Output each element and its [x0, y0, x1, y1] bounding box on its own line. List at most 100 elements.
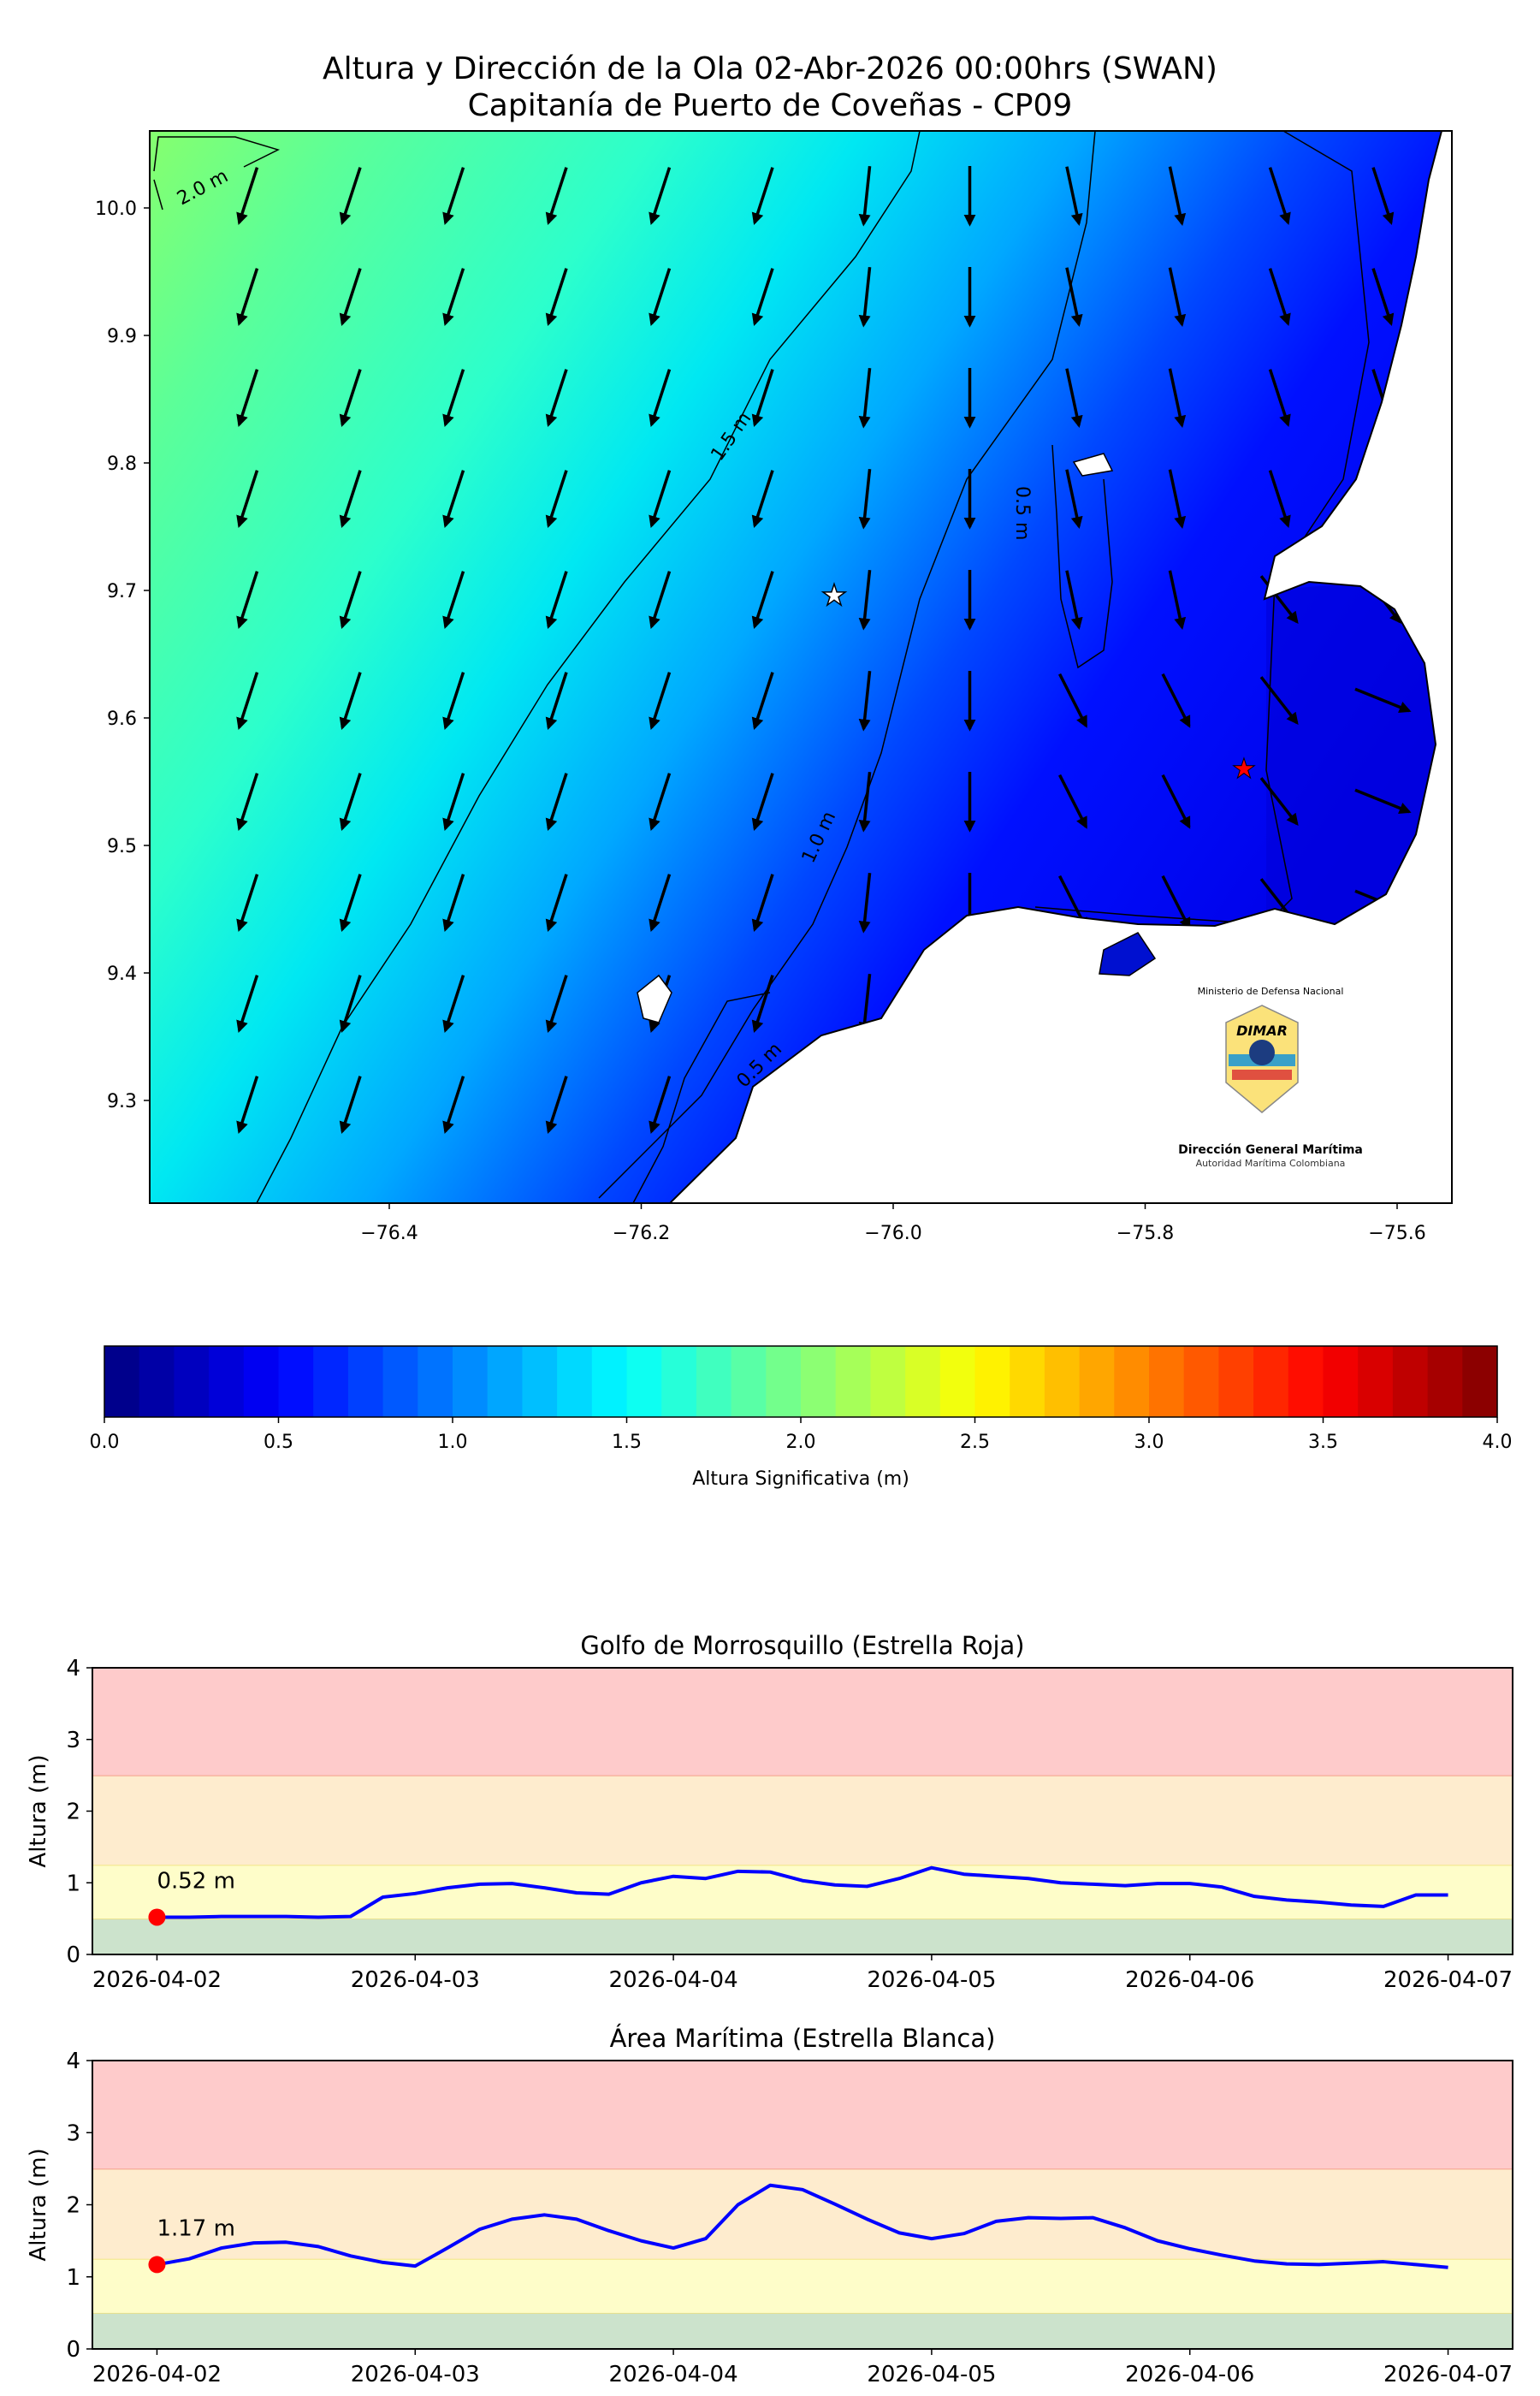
logo-emblem [1249, 1040, 1275, 1065]
y-axis-label: Altura (m) [26, 1754, 51, 1867]
threshold-band [92, 1865, 1513, 1919]
current-value-label: 1.17 m [157, 2215, 234, 2241]
wave-direction-arrow [858, 873, 872, 934]
lat-tick-label: 9.3 [107, 1091, 137, 1112]
wave-direction-arrow [1259, 676, 1299, 725]
wave-direction-arrow [649, 1076, 672, 1134]
wave-direction-arrow [751, 369, 774, 427]
wave-map: ★ ★ 2.0 m 1.5 m 1.0 m 0.5 m 0.5 m Minist… [150, 131, 1452, 1203]
wave-direction-arrow [1065, 166, 1083, 226]
wave-direction-arrow [545, 369, 568, 427]
wave-direction-arrow [442, 672, 465, 730]
map-title-line2: Capitanía de Puerto de Coveñas - CP09 [468, 88, 1073, 123]
lon-tick-label: −75.8 [1116, 1223, 1174, 1244]
lat-tick-label: 9.8 [107, 454, 137, 475]
wave-direction-arrow [751, 571, 774, 629]
colorbar-segment [1392, 1346, 1429, 1417]
dark-bay-field [1266, 582, 1446, 950]
y-tick-label: 3 [66, 1728, 80, 1753]
wave-direction-arrow [1065, 267, 1083, 327]
wave-direction-arrow [1354, 687, 1412, 714]
lat-tick-label: 10.0 [95, 199, 137, 220]
x-tick-label: 2026-04-03 [351, 1967, 480, 1993]
wave-direction-arrow [1168, 570, 1187, 630]
wave-direction-arrow [858, 166, 872, 227]
wave-direction-arrow [442, 874, 465, 932]
colorbar-segment [626, 1346, 662, 1417]
colorbar: 0.0 0.5 1.0 1.5 2.0 2.5 3.0 3.5 4.0 [90, 1345, 1513, 1453]
logo-red-stripe [1232, 1070, 1292, 1080]
wave-direction-arrow [1259, 777, 1299, 826]
wave-direction-arrow [236, 773, 259, 831]
wave-direction-arrow [649, 672, 672, 730]
logo-subtitle: Autoridad Marítima Colombiana [1196, 1158, 1346, 1169]
wave-direction-arrow [1168, 267, 1187, 327]
colorbar-segment [278, 1346, 314, 1417]
wave-direction-arrow [545, 1076, 568, 1134]
wave-direction-arrow [236, 1076, 259, 1134]
wave-direction-arrow [442, 975, 465, 1033]
x-tick-label: 2026-04-02 [92, 1967, 222, 1993]
dimar-logo: Ministerio de Defensa Nacional DIMAR Dir… [1178, 986, 1363, 1169]
lat-tick-label: 9.5 [107, 836, 137, 857]
wave-direction-arrow [339, 268, 362, 326]
wave-direction-arrow [339, 874, 362, 932]
wave-direction-arrow [442, 1076, 465, 1134]
colorbar-segment [1462, 1346, 1498, 1417]
threshold-band [92, 1775, 1513, 1865]
wave-direction-arrow [236, 874, 259, 932]
wave-direction-arrow [1371, 268, 1395, 326]
wave-direction-arrow [649, 167, 672, 225]
red-star-marker: ★ [1232, 752, 1257, 785]
wave-direction-arrow [236, 571, 259, 629]
wave-direction-arrow [649, 470, 672, 528]
wave-direction-arrow [649, 571, 672, 629]
wave-direction-arrow [236, 369, 259, 427]
white-star-marker: ★ [821, 578, 847, 613]
colorbar-segment [1114, 1346, 1150, 1417]
wave-direction-arrow [858, 671, 872, 732]
contour-label-0.5-east: 0.5 m [1011, 486, 1033, 540]
colorbar-segment [905, 1346, 941, 1417]
threshold-band [92, 2258, 1513, 2313]
colorbar-segment [418, 1346, 453, 1417]
lon-tick-label: −75.6 [1368, 1223, 1425, 1244]
map-axis-ticks: −76.4 −76.2 −76.0 −75.8 −75.6 10.0 9.9 9.8 9.7 9.… [95, 199, 1426, 1244]
wave-direction-arrow [1268, 167, 1291, 225]
threshold-band [92, 1919, 1513, 1954]
wave-direction-arrow [1168, 469, 1187, 529]
wave-direction-arrow [545, 874, 568, 932]
x-tick-label: 2026-04-05 [867, 2362, 996, 2387]
wave-direction-arrow [339, 369, 362, 427]
colorbar-segment [801, 1346, 837, 1417]
land-mass [668, 131, 1452, 1203]
colorbar-segment [1288, 1346, 1324, 1417]
wave-direction-arrow [858, 772, 872, 833]
wave-direction-arrow [545, 975, 568, 1033]
colorbar-segment [347, 1346, 384, 1417]
wave-height-line [157, 1865, 1448, 1919]
y-tick-label: 0 [66, 1942, 80, 1968]
y-tick-label: 1 [66, 2265, 80, 2291]
colorbar-tick-label: 0.0 [90, 1432, 120, 1453]
contour-1.5m [256, 131, 921, 1203]
wave-direction-arrow [649, 369, 672, 427]
wave-direction-arrow [858, 570, 872, 631]
chart-golfo-morrosquillo: 0.52 m 0 1 2 3 4 2026-04-02 2026-04-03 2026-04-0… [26, 1631, 1513, 1993]
contour-0.5m [632, 131, 1370, 1203]
colorbar-segment [139, 1346, 175, 1417]
y-tick-label: 1 [66, 1871, 80, 1896]
colorbar-segment [661, 1346, 697, 1417]
colorbar-segment [487, 1346, 523, 1417]
colorbar-tick-label: 4.0 [1483, 1432, 1513, 1453]
wave-direction-arrow [442, 268, 465, 326]
colorbar-segment [1010, 1346, 1045, 1417]
colorbar-tick-label: 3.5 [1308, 1432, 1338, 1453]
chart-title: Área Marítima (Estrella Blanca) [610, 2024, 996, 2053]
colorbar-tick-label: 2.0 [786, 1432, 816, 1453]
wave-direction-arrow [545, 773, 568, 831]
colorbar-segment [243, 1346, 280, 1417]
lon-tick-label: −76.4 [360, 1223, 418, 1244]
wave-direction-arrow [1065, 469, 1083, 529]
wave-direction-arrow [649, 268, 672, 326]
